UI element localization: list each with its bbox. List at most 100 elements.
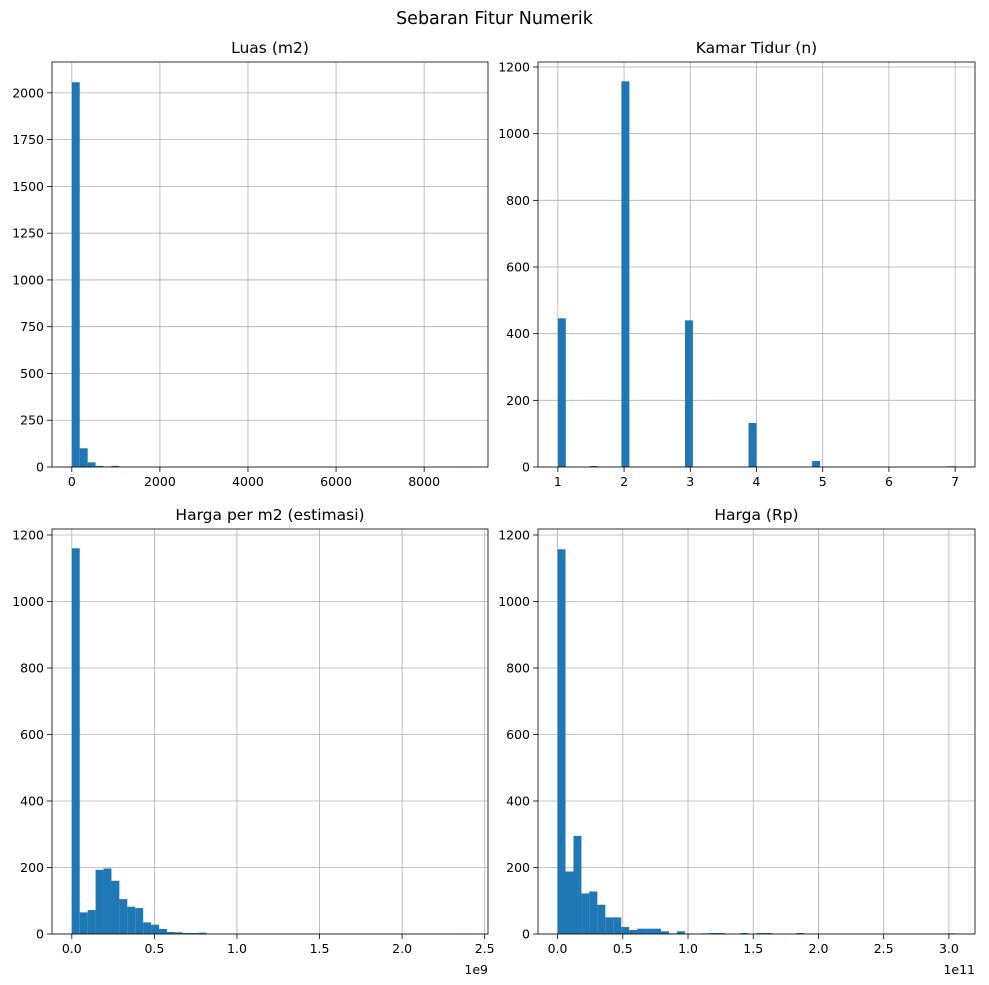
x-tick-label: 0.0 [62,941,82,956]
y-tick-label: 1750 [12,132,44,147]
histogram-bar [676,931,685,934]
histogram-bar [716,933,725,934]
y-tick-label: 750 [20,319,44,334]
histogram-bar [573,835,582,934]
x-tick-label: 2.0 [392,941,412,956]
y-tick-label: 1200 [498,60,530,75]
y-tick-label: 200 [20,860,44,875]
histogram-bar [71,548,80,934]
histogram-bar [87,462,96,467]
y-tick-label: 0 [522,460,530,475]
x-tick-label: 1 [554,474,562,489]
x-tick-label: 3 [686,474,694,489]
y-tick-label: 200 [506,860,530,875]
x-tick-label: 2000 [144,474,176,489]
histogram-bar [95,869,104,934]
histogram-bar [557,318,566,467]
x-tick-label: 2 [620,474,628,489]
figure-title: Sebaran Fitur Numerik [396,9,594,29]
x-offset-label: 1e9 [464,962,488,977]
x-tick-label: 0.0 [548,941,568,956]
histogram-bar [119,899,128,934]
x-tick-label: 4000 [232,474,264,489]
x-tick-label: 6 [885,474,893,489]
x-tick-label: 1.5 [310,941,330,956]
histogram-bar [597,904,606,934]
y-tick-label: 400 [20,793,44,808]
histogram-bar [812,461,821,467]
x-tick-label: 5 [819,474,827,489]
histogram-bar [589,466,598,467]
subplot-title: Harga (Rp) [714,506,798,524]
x-tick-label: 6000 [320,474,352,489]
subplot-title: Luas (m2) [231,39,309,57]
y-tick-label: 1200 [12,527,44,542]
subplot-kamar-tidur: 1 2 3 4 5 6 7 0 200 400 600 800 1000 1200 Kamar Tidur … [498,39,976,489]
axes-frame [51,528,489,935]
y-tick-label: 250 [20,413,44,428]
x-tick-label: 1.0 [678,941,698,956]
y-tick-label: 1250 [12,226,44,241]
histogram-bar [166,932,175,934]
subplot-title: Kamar Tidur (n) [696,39,817,57]
histogram-bar [565,871,574,934]
x-tick-label: 2.5 [475,941,495,956]
y-tick-label: 1500 [12,179,44,194]
histogram-bar [111,465,120,467]
y-tick-label: 1000 [12,272,44,287]
y-tick-label: 500 [20,366,44,381]
histogram-bar [79,448,88,467]
subplot-harga: 0.0 0.5 1.0 1.5 2.0 2.5 3.0 0 200 400 600 800 1000 12… [498,506,976,977]
x-tick-label: 0.5 [613,941,633,956]
y-tick-label: 0 [522,927,530,942]
histogram-bar [661,931,669,934]
histogram-bar [143,922,152,934]
x-tick-label: 4 [753,474,761,489]
histogram-bar [637,928,646,934]
subplot-luas: 0 2000 4000 6000 8000 0 250 500 750 1000 1250 1500 1… [12,39,489,489]
x-tick-label: 2.0 [809,941,829,956]
histogram-bar [621,927,630,934]
histogram-bar [653,928,662,934]
histogram-bar [111,880,120,934]
histogram-bar [71,82,80,467]
histogram-bar [79,912,88,934]
subplot-title: Harga per m2 (estimasi) [175,506,364,524]
histogram-bar [708,933,717,934]
histogram-bar [621,81,630,467]
x-tick-label: 0.5 [144,941,164,956]
y-tick-label: 600 [506,260,530,275]
histogram-bar [605,917,614,934]
x-tick-label: 1.0 [227,941,247,956]
x-tick-label: 0 [68,474,76,489]
histogram-bar [684,320,693,467]
histogram-bar [645,928,654,934]
x-tick-label: 8000 [408,474,440,489]
y-tick-label: 1200 [498,527,530,542]
histogram-bar [174,932,183,934]
histogram-bar [127,906,136,934]
y-tick-label: 1000 [498,594,530,609]
histogram-bar [557,549,566,934]
axes-frame [537,528,976,935]
x-tick-label: 3.0 [939,941,959,956]
y-tick-label: 800 [506,660,530,675]
histogram-bar [740,933,749,934]
y-tick-label: 200 [506,393,530,408]
histogram-bar [581,893,590,934]
histogram-bar [182,933,191,934]
x-offset-label: 1e11 [943,962,975,977]
y-tick-label: 600 [506,727,530,742]
histogram-bar [159,929,167,934]
histogram-bar [796,933,805,934]
y-tick-label: 600 [20,727,44,742]
histogram-bar [198,932,207,934]
y-tick-label: 800 [506,193,530,208]
histogram-bar [629,930,638,934]
y-tick-label: 400 [506,326,530,341]
histogram-bar [151,924,160,934]
x-tick-label: 1.5 [743,941,763,956]
y-tick-label: 2000 [12,85,44,100]
y-tick-label: 0 [36,927,44,942]
x-tick-label: 2.5 [874,941,894,956]
